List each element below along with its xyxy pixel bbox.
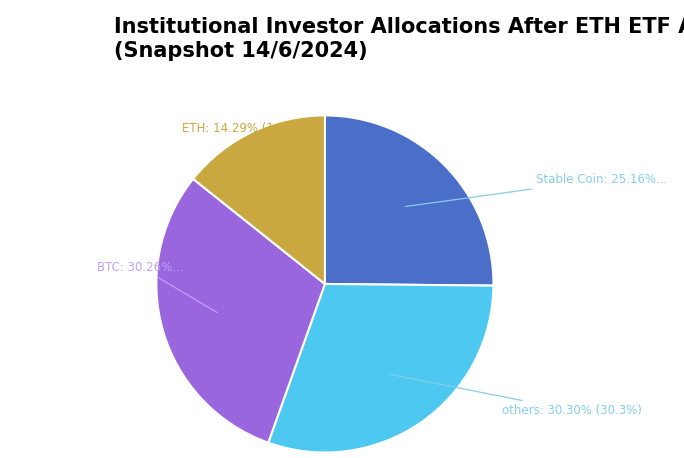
Text: others: 30.30% (30.3%): others: 30.30% (30.3%) <box>391 374 642 417</box>
Text: Stable Coin: 25.16%...: Stable Coin: 25.16%... <box>406 173 667 207</box>
Wedge shape <box>193 115 325 284</box>
Wedge shape <box>325 115 493 286</box>
Text: Institutional Investor Allocations After ETH ETF Announced
(Snapshot 14/6/2024): Institutional Investor Allocations After… <box>114 17 684 60</box>
Wedge shape <box>268 284 493 453</box>
Wedge shape <box>157 179 325 443</box>
Text: BTC: 30.26%...: BTC: 30.26%... <box>97 261 217 312</box>
Text: ETH: 14.29% (14.29%): ETH: 14.29% (14.29%) <box>182 122 315 183</box>
